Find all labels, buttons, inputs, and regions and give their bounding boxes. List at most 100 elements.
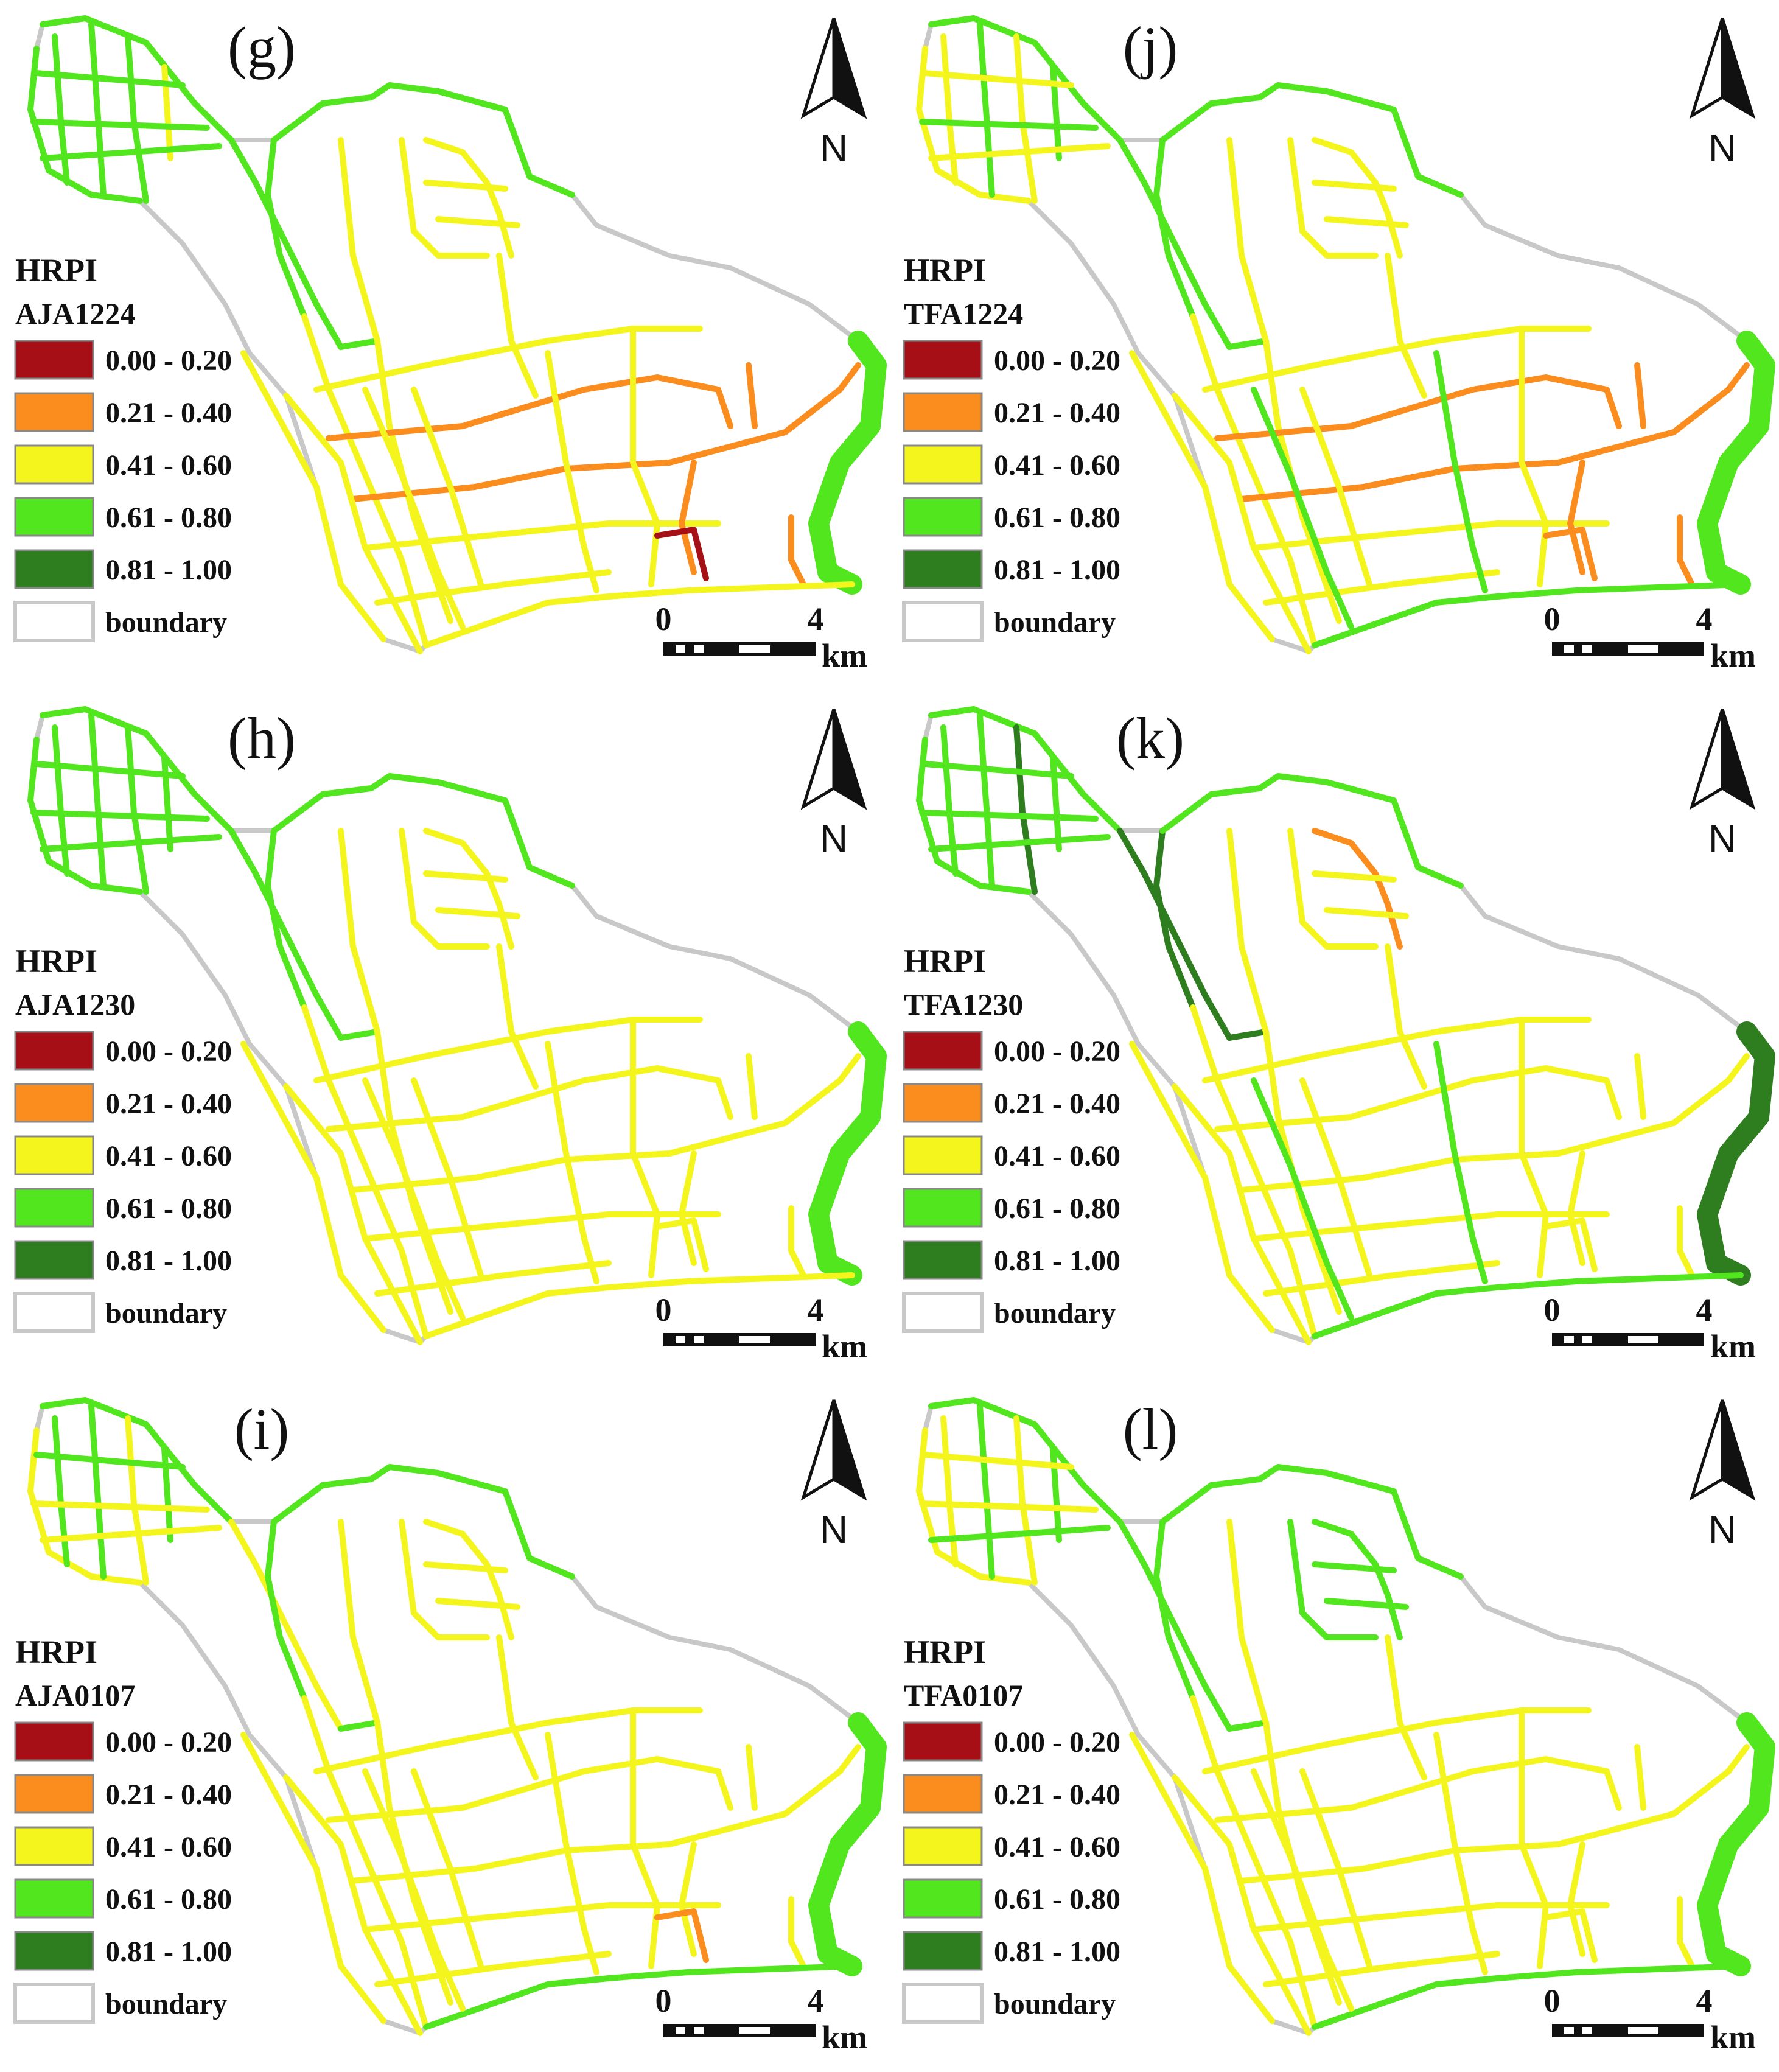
legend-range-label: 0.00 - 0.20 [994,1035,1120,1068]
legend: HRPI TFA0107 0.00 - 0.20 0.21 - 0.40 0.41 - … [902,1634,1120,2024]
road-segment [1433,1732,1488,1975]
road-segment [940,33,959,186]
scale-start-label: 0 [655,1292,672,1328]
legend: HRPI TFA1230 0.00 - 0.20 0.21 - 0.40 0.41 - … [902,943,1120,1333]
road-segment [399,1519,490,1640]
road-segment [1312,828,1403,950]
coastal-segment [1697,331,1775,595]
road-segment [374,1951,612,1987]
road-segment [679,1150,697,1266]
road-segment [313,1707,703,1774]
legend-range-label: 0.61 - 0.80 [994,1192,1120,1225]
road-segment [228,828,344,1041]
road-segment [1159,82,1464,198]
coastal-segment [1697,1021,1775,1286]
road-segment [916,1427,1032,1586]
road-segment [423,581,855,648]
scale-bar: 0 4km [1544,1983,1756,2056]
legend-swatch [903,1931,983,1971]
north-arrow-icon: N [800,1399,867,1552]
road-segment [545,1041,599,1284]
road-segment [362,1077,466,1321]
scale-start-label: 0 [655,601,672,637]
road-segment [916,46,1032,204]
road-segment [1543,527,1598,581]
legend-subtitle: TFA1224 [904,296,1023,331]
legend-boundary-swatch [902,1292,984,1333]
road-segment [1214,1756,1622,1823]
road-segment [423,828,514,950]
legend-range-label: 0.81 - 1.00 [994,1936,1120,1968]
road-segment [1312,1963,1744,2030]
road-segment [399,828,490,950]
road-segment [679,1841,697,1957]
road-segment [928,15,1123,143]
road-segment [33,70,186,88]
panel-label: (g) [228,15,296,80]
legend-swatch [903,1083,983,1123]
road-segment [338,137,453,624]
scale-end-label: 4 [1696,601,1713,637]
panel-label: (i) [234,1396,290,1461]
road-segment [922,761,1074,779]
road-segment [940,724,959,877]
road-segment [1385,253,1427,399]
road-segment [362,1768,466,2012]
road-segment [1226,338,1269,350]
road-segment [1214,1065,1622,1132]
road-segment [1202,326,1592,393]
road-segment [423,870,508,883]
legend-range-label: 0.21 - 0.40 [105,1779,232,1811]
road-segment [27,46,143,204]
legend-boundary-swatch [13,1292,95,1333]
legend-swatch [14,1135,94,1175]
scale-unit-label: km [822,2019,867,2056]
road-segment [922,1452,1074,1470]
road-segment [1172,1774,1312,2036]
road-segment [630,1707,660,1969]
scale-bar: 0 4km [655,1292,868,1365]
road-segment [271,82,575,198]
road-segment [301,1004,429,1339]
road-segment [1190,1695,1318,2030]
road-segment [1567,1841,1585,1957]
legend-swatch [14,340,94,380]
scale-unit-label: km [1710,1328,1756,1365]
road-segment [1567,1150,1585,1266]
road-segment [338,338,380,350]
legend-boundary-label: boundary [105,1988,227,2020]
road-segment [1013,724,1038,895]
legend-swatch [14,1083,94,1123]
legend-subtitle: AJA1224 [15,296,135,331]
legend: HRPI AJA0107 0.00 - 0.20 0.21 - 0.40 0.41 - … [13,1634,232,2024]
north-arrow-label: N [1708,817,1736,861]
road-segment [1153,828,1196,1010]
legend-range-label: 0.00 - 0.20 [105,345,232,377]
road-segment [1519,1707,1549,1969]
road-segment [265,137,307,320]
road-segment [30,1500,210,1513]
road-segment [746,362,758,429]
road-segment [1251,1077,1354,1321]
road-segment [746,1744,758,1811]
legend-title: HRPI [15,1634,97,1670]
legend-range-label: 0.61 - 0.80 [105,1883,232,1916]
legend-boundary-swatch [902,1983,984,2024]
legend-title: HRPI [15,943,97,979]
road-segment [1159,773,1464,889]
legend-swatch [14,1826,94,1866]
legend-swatch [14,1878,94,1919]
road-segment [435,216,520,228]
legend: HRPI AJA1230 0.00 - 0.20 0.21 - 0.40 0.41 - … [13,943,232,1333]
road-segment [1050,1446,1062,1543]
road-segment [40,15,234,143]
map-panel-g: (g) N HRPI AJA1224 0.00 - 0.20 0.21 - 0.40 0.4… [13,15,887,674]
scale-bar: 0 4km [1544,601,1756,674]
road-segment [1287,137,1379,259]
road-segment [1543,1217,1598,1272]
legend-range-label: 0.81 - 1.00 [994,1245,1120,1277]
legend-range-label: 0.21 - 0.40 [994,1088,1120,1120]
road-segment [228,1519,344,1732]
road-segment [1567,460,1585,575]
road-segment [313,326,703,393]
